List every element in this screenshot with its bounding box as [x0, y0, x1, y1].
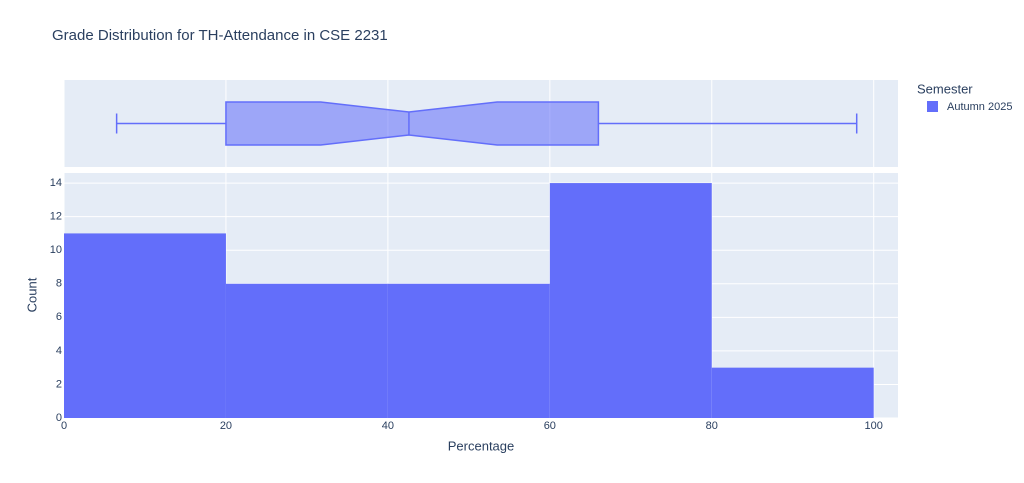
- y-tick-label: 6: [56, 311, 62, 323]
- histogram-bar: [387, 283, 550, 418]
- chart-title: Grade Distribution for TH-Attendance in …: [52, 27, 388, 44]
- box: [225, 101, 600, 146]
- histogram-bar: [549, 183, 712, 418]
- legend-title: Semester: [917, 81, 973, 96]
- y-tick-label: 2: [56, 378, 62, 390]
- histogram-bar: [711, 367, 874, 418]
- x-tick-label: 80: [706, 420, 718, 432]
- y-tick-label: 10: [50, 244, 62, 256]
- y-tick-label: 8: [56, 278, 62, 290]
- x-tick-label: 20: [220, 420, 232, 432]
- y-axis-label: Count: [24, 277, 39, 312]
- x-tick-label: 40: [382, 420, 394, 432]
- y-tick-label: 4: [56, 345, 62, 357]
- y-tick-label: 0: [56, 412, 62, 424]
- x-axis-label: Percentage: [448, 438, 515, 453]
- x-tick-label: 100: [865, 420, 883, 432]
- x-tick-label: 60: [544, 420, 556, 432]
- y-tick-label: 12: [50, 211, 62, 223]
- histogram-bar: [64, 233, 226, 418]
- legend-swatch: [927, 101, 938, 112]
- y-tick-label: 14: [50, 177, 62, 189]
- histogram-bar: [225, 283, 388, 418]
- legend-label: Autumn 2025: [947, 101, 1012, 113]
- x-tick-label: 0: [61, 420, 67, 432]
